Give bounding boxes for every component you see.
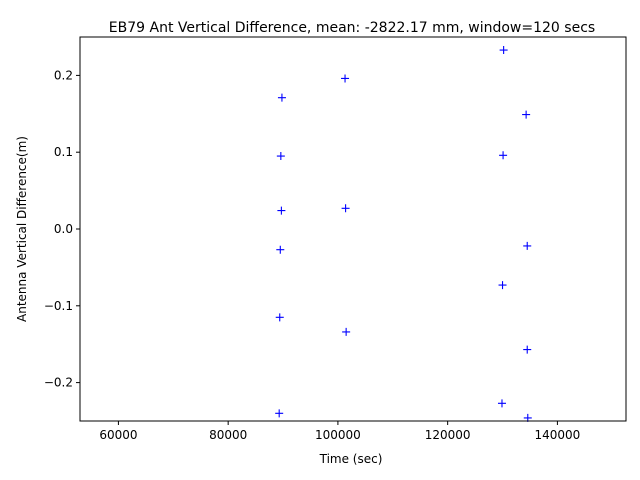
data-point-marker <box>276 245 285 254</box>
data-point-marker <box>499 46 508 55</box>
x-axis-label: Time (sec) <box>319 452 383 466</box>
x-tick-label: 80000 <box>209 428 247 442</box>
data-point-marker <box>342 327 351 336</box>
data-point-marker <box>341 74 350 83</box>
y-axis-label: Antenna Vertical Difference(m) <box>15 136 29 322</box>
chart-title: EB79 Ant Vertical Difference, mean: -282… <box>109 20 595 36</box>
data-point-marker <box>523 345 532 354</box>
data-point-marker <box>275 409 284 418</box>
data-point-marker <box>277 93 286 102</box>
x-tick-label: 120000 <box>425 428 471 442</box>
data-point-marker <box>275 313 284 322</box>
data-point-marker <box>498 281 507 290</box>
data-point-marker <box>499 151 508 160</box>
y-tick-label: −0.2 <box>44 376 73 390</box>
y-tick-label: 0.1 <box>54 145 73 159</box>
data-point-marker <box>522 110 531 119</box>
data-point-marker <box>497 399 506 408</box>
data-point-marker <box>276 152 285 161</box>
y-tick-label: −0.1 <box>44 299 73 313</box>
x-tick-label: 60000 <box>99 428 137 442</box>
data-point-marker <box>341 204 350 213</box>
y-tick-label: 0.2 <box>54 68 73 82</box>
y-tick-label: 0.0 <box>54 222 73 236</box>
data-point-marker <box>277 206 286 215</box>
x-tick-label: 140000 <box>535 428 581 442</box>
data-point-marker <box>523 241 532 250</box>
x-tick-label: 100000 <box>315 428 361 442</box>
